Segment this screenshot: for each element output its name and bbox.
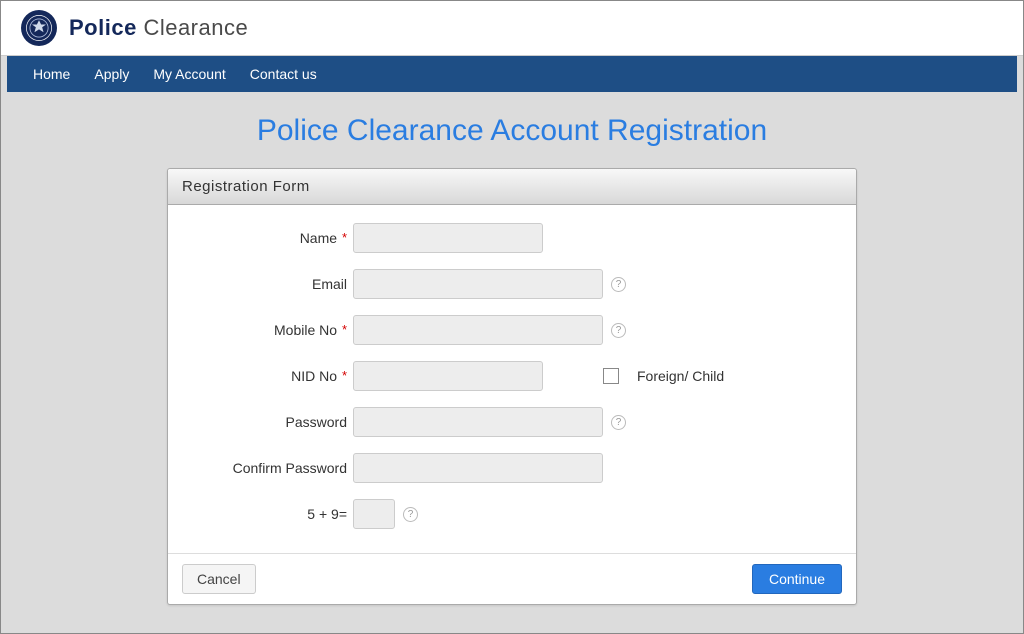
help-icon[interactable]: ? [611, 415, 626, 430]
registration-panel: Registration Form Name * Email ? Mobile … [167, 168, 857, 605]
panel-footer: Cancel Continue [168, 553, 856, 604]
brand-light: Clearance [143, 15, 248, 40]
row-mobile: Mobile No * ? [188, 315, 836, 345]
panel-header: Registration Form [168, 169, 856, 205]
row-name: Name * [188, 223, 836, 253]
label-mobile: Mobile No * [188, 322, 353, 338]
row-nid: NID No * Foreign/ Child [188, 361, 836, 391]
nav-home[interactable]: Home [21, 56, 82, 92]
row-password: Password ? [188, 407, 836, 437]
nav-apply[interactable]: Apply [82, 56, 141, 92]
label-password: Password [188, 414, 353, 430]
input-name[interactable] [353, 223, 543, 253]
label-mobile-text: Mobile No [274, 322, 337, 338]
required-mark: * [342, 322, 347, 337]
input-password[interactable] [353, 407, 603, 437]
nav-my-account[interactable]: My Account [141, 56, 237, 92]
help-icon[interactable]: ? [611, 277, 626, 292]
nav-contact-us[interactable]: Contact us [238, 56, 329, 92]
required-mark: * [342, 368, 347, 383]
input-confirm-password[interactable] [353, 453, 603, 483]
page-title: Police Clearance Account Registration [1, 114, 1023, 148]
row-confirm-password: Confirm Password [188, 453, 836, 483]
input-email[interactable] [353, 269, 603, 299]
foreign-child-wrap: Foreign/ Child [603, 368, 724, 384]
row-email: Email ? [188, 269, 836, 299]
row-captcha: 5 + 9= ? [188, 499, 836, 529]
label-name-text: Name [300, 230, 337, 246]
input-mobile[interactable] [353, 315, 603, 345]
brand-strong: Police [69, 15, 137, 40]
logo-badge-icon [21, 10, 57, 46]
label-captcha: 5 + 9= [188, 506, 353, 522]
label-name: Name * [188, 230, 353, 246]
label-email: Email [188, 276, 353, 292]
form-body: Name * Email ? Mobile No * ? NID No * [168, 205, 856, 553]
label-foreign-child: Foreign/ Child [637, 368, 724, 384]
continue-button[interactable]: Continue [752, 564, 842, 594]
checkbox-foreign-child[interactable] [603, 368, 619, 384]
label-nid: NID No * [188, 368, 353, 384]
help-icon[interactable]: ? [611, 323, 626, 338]
input-captcha[interactable] [353, 499, 395, 529]
cancel-button[interactable]: Cancel [182, 564, 256, 594]
main-navbar: Home Apply My Account Contact us [7, 56, 1017, 92]
site-header: Police Clearance [1, 1, 1023, 56]
input-nid[interactable] [353, 361, 543, 391]
brand-text: Police Clearance [69, 15, 248, 41]
label-confirm-password: Confirm Password [188, 460, 353, 476]
help-icon[interactable]: ? [403, 507, 418, 522]
required-mark: * [342, 230, 347, 245]
label-nid-text: NID No [291, 368, 337, 384]
